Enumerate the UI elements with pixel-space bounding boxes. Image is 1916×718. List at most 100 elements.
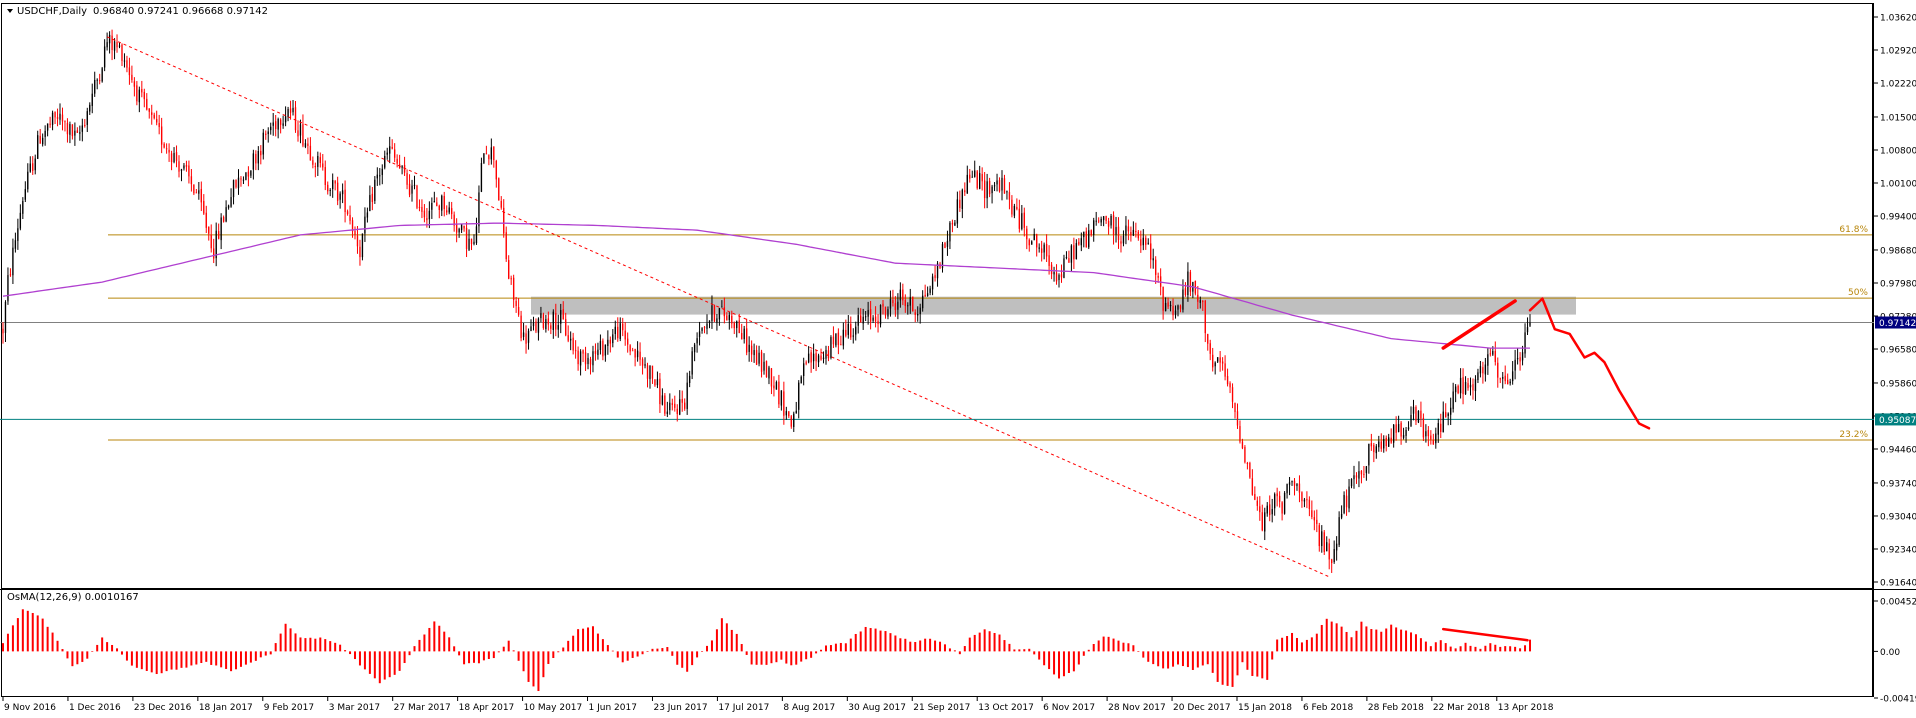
candle-body (897, 301, 899, 310)
candle-body (136, 85, 138, 102)
candle-body (54, 111, 56, 118)
y-tick-label: 0.94460 (1880, 446, 1916, 456)
candle-body (988, 180, 991, 195)
osma-bar (314, 638, 317, 652)
candle-body (974, 170, 976, 177)
candle-body (1472, 384, 1474, 391)
candle-body (1140, 239, 1142, 246)
candle-body (141, 89, 143, 93)
candle-body (220, 217, 222, 241)
osma-bar (884, 631, 887, 652)
osma-bar (1053, 651, 1056, 675)
osma-bar (760, 651, 763, 665)
osma-bar (1048, 651, 1051, 670)
candle-body (41, 137, 44, 145)
candle-body (505, 232, 507, 260)
candle-body (1311, 510, 1313, 518)
candle-body (512, 277, 515, 301)
candle-body (210, 234, 212, 249)
osma-bar (1315, 633, 1318, 652)
y-tick-label: 0.97980 (1880, 279, 1916, 289)
osma-bar (676, 651, 679, 665)
candle-body (178, 161, 180, 172)
osma-bar (1340, 626, 1343, 652)
osma-bar (1241, 651, 1244, 663)
candle-body (1395, 424, 1397, 433)
osma-bar (810, 651, 813, 658)
candle-body (1283, 492, 1286, 514)
candle-body (17, 228, 19, 241)
osma-bar (1097, 640, 1100, 652)
candle-body (334, 181, 336, 184)
candle-body (783, 391, 785, 416)
osma-bar (443, 631, 446, 652)
candle-body (820, 355, 822, 360)
candle-body (674, 403, 676, 408)
candle-body (993, 185, 996, 187)
candle-body (485, 153, 488, 155)
candle-body (1326, 542, 1328, 552)
candle-body (862, 316, 864, 324)
osma-bar (1286, 636, 1289, 652)
candle-body (108, 34, 111, 44)
candle-body (339, 193, 341, 200)
candle-body (12, 247, 14, 276)
osma-bar (373, 651, 376, 679)
candle-body (1511, 371, 1514, 382)
x-tick-label: 28 Feb 2018 (1368, 703, 1424, 713)
osma-bar (1028, 648, 1031, 652)
dropdown-triangle-icon[interactable] (7, 9, 13, 13)
candle-body (1050, 264, 1053, 275)
osma-bar (239, 651, 242, 667)
osma-bar (195, 651, 198, 665)
candle-body (480, 163, 483, 192)
candle-body (599, 341, 602, 350)
candle-body (944, 243, 946, 249)
candle-body (1234, 402, 1236, 413)
osma-bar (334, 642, 337, 652)
candle-body (753, 350, 755, 356)
candle-body (143, 91, 145, 100)
osma-bar (1385, 628, 1388, 652)
osma-bar (1479, 648, 1482, 652)
osma-bar (666, 647, 669, 652)
candle-body (884, 306, 887, 316)
osma-bar (631, 651, 634, 658)
candle-body (1162, 286, 1164, 311)
osma-bar (547, 651, 550, 664)
candle-body (684, 402, 686, 409)
candle-body (1172, 306, 1174, 316)
candle-body (1415, 406, 1417, 422)
candle-body (1155, 259, 1157, 275)
x-tick-label: 20 Dec 2017 (1173, 703, 1231, 713)
osma-bar (1276, 639, 1279, 652)
candle-body (872, 317, 874, 321)
candle-body (979, 173, 981, 189)
candle-body (1033, 233, 1035, 241)
candle-body (413, 184, 416, 186)
osma-bar (383, 651, 386, 680)
osma-bar (1266, 651, 1269, 680)
candle-body (998, 180, 1001, 192)
osma-bar (1345, 631, 1348, 652)
candle-body (1261, 512, 1263, 531)
candle-body (1412, 406, 1415, 414)
candle-body (954, 222, 956, 226)
candle-body (919, 307, 921, 315)
candle-body (455, 224, 458, 233)
candle-body (867, 309, 869, 317)
candle-body (1214, 362, 1216, 367)
y-tick-label: 1.03620 (1880, 14, 1916, 24)
candle-body (1008, 192, 1011, 200)
candle-body (1340, 513, 1343, 518)
candle-body (840, 344, 842, 346)
candle-body (584, 352, 587, 365)
candle-body (274, 121, 277, 129)
osma-bar (1355, 630, 1358, 652)
candle-body (1251, 478, 1254, 495)
candle-body (1130, 231, 1132, 236)
candle-body (1209, 343, 1211, 354)
osma-bar (71, 651, 74, 667)
osma-bar (472, 651, 475, 663)
